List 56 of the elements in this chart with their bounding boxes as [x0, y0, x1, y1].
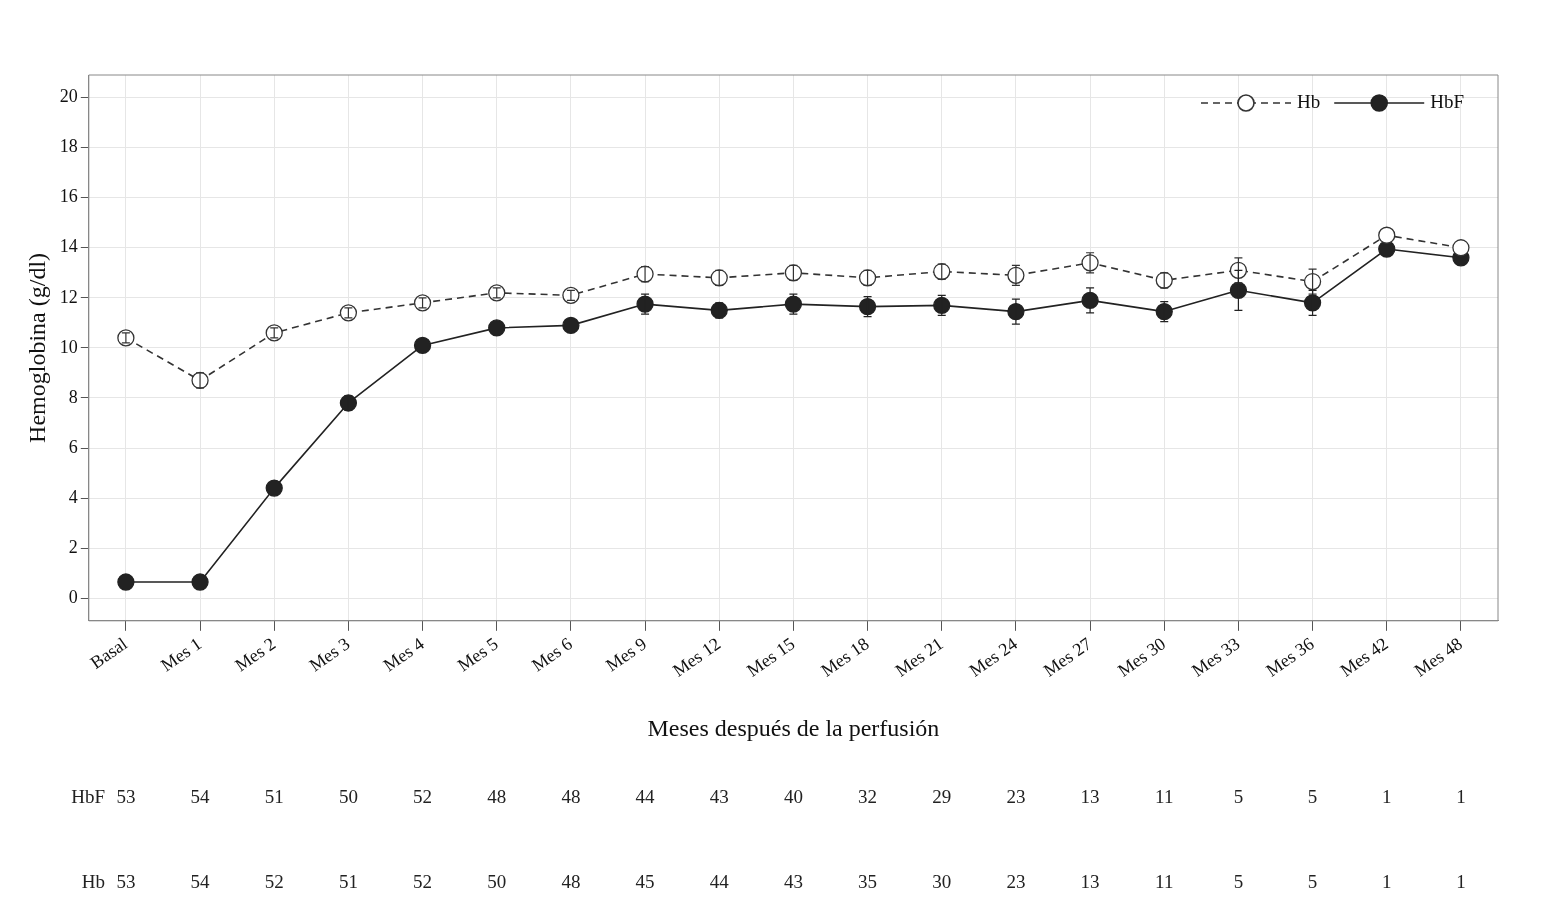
x-tick-label: Mes 1: [157, 633, 206, 676]
x-tick-label: Mes 6: [528, 633, 576, 676]
x-tick-label: Mes 15: [743, 633, 799, 681]
point: [1303, 294, 1322, 312]
x-tick-label: Mes 27: [1039, 633, 1096, 681]
y-tick-label: 2: [68, 536, 78, 557]
x-tick-label: Mes 48: [1410, 633, 1466, 681]
point: [933, 296, 951, 314]
point: [413, 336, 432, 355]
x-tick-label: Mes 21: [891, 633, 947, 681]
point: [265, 324, 283, 342]
point: [1452, 239, 1470, 257]
point: [1155, 302, 1173, 321]
x-tick-label: Mes 4: [379, 633, 428, 676]
legend-label: Hb: [1296, 90, 1321, 112]
x-tick-label: Mes 9: [602, 633, 651, 676]
point: [339, 304, 358, 322]
y-tick-label: 4: [68, 486, 78, 507]
legend-label: HbF: [1430, 90, 1465, 112]
point: [562, 286, 580, 304]
y-axis-title: Hemoglobina (g/dl): [23, 252, 50, 443]
x-tick-label: Mes 5: [453, 633, 502, 676]
x-tick-label: Mes 42: [1336, 633, 1392, 681]
y-tick-label: 12: [59, 286, 78, 307]
point: [117, 329, 135, 347]
point: [488, 284, 506, 302]
point: [413, 294, 432, 312]
text: Hb 53 54 52 51 52 50 48 45 44 43 35 30 23 13 11 5 5 1 1: [81, 870, 1466, 892]
x-tick-label: Mes 24: [965, 633, 1021, 681]
x-tick-label: Mes 36: [1262, 633, 1318, 681]
point: [1303, 272, 1322, 291]
point: [488, 319, 506, 337]
point: [117, 573, 135, 591]
text: HbF 53 54 51 50 52 48 48 44 43 40 32 29 23 13 11 5 5 1 1: [71, 785, 1466, 807]
x-tick-label: Mes 3: [305, 633, 354, 676]
y-tick-label: 16: [59, 186, 78, 207]
x-tick-label: Mes 18: [817, 633, 873, 681]
x-tick-label: Mes 30: [1113, 633, 1170, 681]
x-tick-label: Mes 2: [231, 633, 280, 676]
y-tick-label: 0: [68, 587, 78, 608]
point: [784, 295, 803, 313]
point: [1378, 226, 1396, 244]
y-tick-label: 20: [59, 86, 78, 107]
x-tick-label: Mes 12: [668, 633, 725, 681]
point: [562, 316, 580, 335]
y-tick-label: 8: [68, 386, 78, 407]
y-tick-label: 14: [59, 236, 78, 257]
point: [191, 573, 209, 591]
point: [858, 297, 877, 316]
point: [339, 394, 358, 412]
x-axis-title: Meses después de la perfusión: [647, 714, 940, 741]
y-tick-label: 6: [68, 436, 78, 457]
point: [265, 479, 283, 497]
y-tick-label: 10: [59, 336, 78, 357]
y-tick-label: 18: [59, 136, 78, 157]
x-tick-label: Mes 33: [1188, 633, 1244, 681]
